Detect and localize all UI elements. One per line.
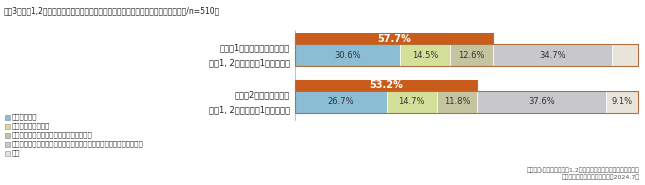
Text: 14.5%: 14.5% <box>412 51 438 60</box>
Text: タイプ2：キャリア教育: タイプ2：キャリア教育 <box>235 90 290 99</box>
Bar <box>5 132 10 137</box>
Bar <box>400 44 450 66</box>
Text: 【図3】大学1,2年生向けのキャリア形成支援にかかわる施策実施について（複数回答/n=510）: 【図3】大学1,2年生向けのキャリア形成支援にかかわる施策実施について（複数回答… <box>4 6 220 15</box>
Text: 実施を予定している: 実施を予定している <box>12 123 50 129</box>
Text: 実施している: 実施している <box>12 114 37 120</box>
Bar <box>295 91 638 113</box>
Bar <box>450 44 493 66</box>
Text: 11.8%: 11.8% <box>444 97 470 107</box>
Bar <box>612 44 638 66</box>
Bar <box>5 115 10 120</box>
Text: 34.7%: 34.7% <box>539 51 566 60</box>
Text: 大学1, 2年生（修士1年生）向け: 大学1, 2年生（修士1年生）向け <box>209 105 290 114</box>
Bar <box>295 44 400 66</box>
Bar <box>295 33 493 44</box>
Bar <box>295 91 386 113</box>
Text: 37.6%: 37.6% <box>529 97 555 107</box>
Text: 大学1, 2年生（修士1年生）向け: 大学1, 2年生（修士1年生）向け <box>209 58 290 67</box>
Bar <box>477 91 606 113</box>
Text: 実施していない（過去実施していたが現在は実施していないも含む）: 実施していない（過去実施していたが現在は実施していないも含む） <box>12 141 144 147</box>
Text: 26.7%: 26.7% <box>328 97 354 107</box>
Text: タイプ1：オープンカンパニー: タイプ1：オープンカンパニー <box>220 43 290 52</box>
Bar <box>5 142 10 147</box>
Bar <box>5 151 10 156</box>
Text: 12.6%: 12.6% <box>458 51 484 60</box>
Bar <box>437 91 477 113</box>
Text: 実施を検討している（検討したいも含む）: 実施を検討している（検討したいも含む） <box>12 132 93 138</box>
Bar <box>5 124 10 129</box>
Text: 14.7%: 14.7% <box>399 97 425 107</box>
Text: 30.6%: 30.6% <box>334 51 361 60</box>
Bar <box>493 44 612 66</box>
Text: 57.7%: 57.7% <box>377 33 411 43</box>
Bar <box>386 91 437 113</box>
Bar <box>295 80 477 91</box>
Text: 企業担当者の意識・実態調査（2024.7）: 企業担当者の意識・実態調査（2024.7） <box>562 174 640 180</box>
Text: 不明: 不明 <box>12 150 21 156</box>
Text: ベネッセiキャリア「大学1,2年生向けのキャリア形成」に関する: ベネッセiキャリア「大学1,2年生向けのキャリア形成」に関する <box>527 167 640 173</box>
Bar <box>606 91 638 113</box>
Text: 9.1%: 9.1% <box>611 97 633 107</box>
Text: 53.2%: 53.2% <box>370 80 403 90</box>
Bar <box>295 44 638 66</box>
